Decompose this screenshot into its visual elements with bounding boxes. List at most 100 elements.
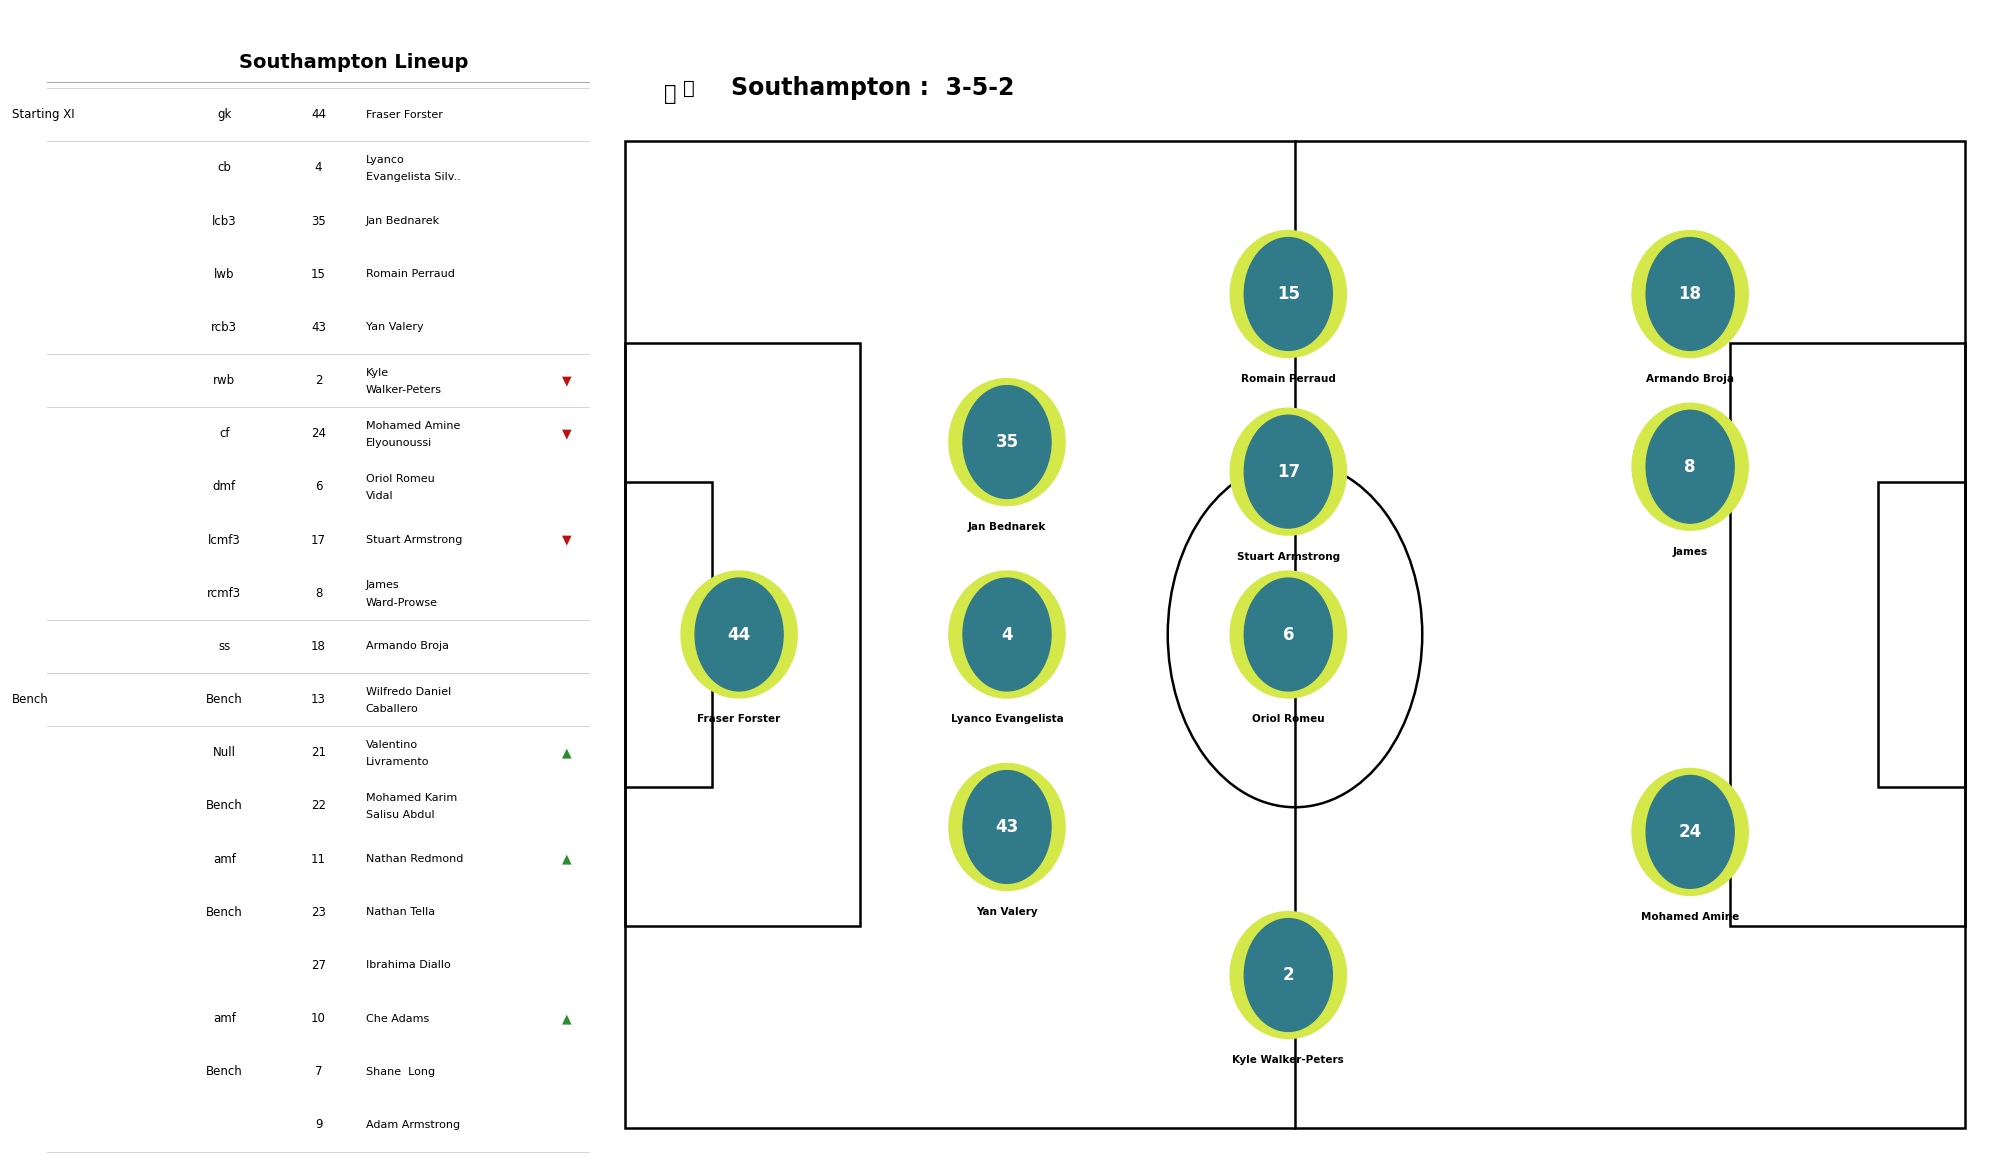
Text: 22: 22	[312, 799, 326, 812]
Text: rcmf3: rcmf3	[208, 586, 242, 599]
Text: 43: 43	[996, 818, 1018, 835]
Ellipse shape	[1632, 230, 1748, 357]
Text: Armando Broja: Armando Broja	[1646, 374, 1734, 384]
Text: Starting XI: Starting XI	[12, 108, 74, 121]
Ellipse shape	[1230, 408, 1346, 535]
Text: Evangelista Silv..: Evangelista Silv..	[366, 173, 460, 182]
Text: Adam Armstrong: Adam Armstrong	[366, 1120, 460, 1130]
Bar	[626, 482, 712, 787]
Text: Kyle: Kyle	[366, 368, 388, 377]
Ellipse shape	[1244, 578, 1332, 691]
Text: cf: cf	[218, 428, 230, 441]
Ellipse shape	[1230, 230, 1346, 357]
Text: 13: 13	[312, 693, 326, 706]
Text: Vidal: Vidal	[366, 491, 394, 502]
Text: Southampton :  3-5-2: Southampton : 3-5-2	[732, 76, 1014, 100]
Text: 2: 2	[1282, 966, 1294, 983]
Text: Yan Valery: Yan Valery	[366, 322, 424, 333]
Ellipse shape	[948, 571, 1066, 698]
Text: 17: 17	[1276, 463, 1300, 481]
Text: Romain Perraud: Romain Perraud	[366, 269, 454, 280]
Text: Southampton Lineup: Southampton Lineup	[240, 53, 468, 72]
Text: Wilfredo Daniel: Wilfredo Daniel	[366, 686, 452, 697]
Text: Stuart Armstrong: Stuart Armstrong	[366, 535, 462, 545]
Ellipse shape	[1646, 776, 1734, 888]
Text: Salisu Abdul: Salisu Abdul	[366, 811, 434, 820]
Bar	[1878, 482, 1964, 787]
Text: Lyanco Evangelista: Lyanco Evangelista	[950, 714, 1064, 725]
Text: Bench: Bench	[206, 693, 242, 706]
Ellipse shape	[1646, 237, 1734, 350]
Text: 9: 9	[314, 1119, 322, 1132]
Text: 24: 24	[1678, 822, 1702, 841]
Text: lwb: lwb	[214, 268, 234, 281]
Text: Fraser Forster: Fraser Forster	[366, 109, 442, 120]
Text: Armando Broja: Armando Broja	[366, 642, 448, 651]
Ellipse shape	[682, 571, 798, 698]
Text: Jan Bednarek: Jan Bednarek	[366, 216, 440, 226]
Text: 15: 15	[1276, 286, 1300, 303]
Text: 18: 18	[312, 640, 326, 653]
Text: Mohamed Amine: Mohamed Amine	[1642, 912, 1740, 922]
Text: 44: 44	[312, 108, 326, 121]
Text: ▼: ▼	[562, 533, 572, 546]
Text: 10: 10	[312, 1012, 326, 1025]
Text: ss: ss	[218, 640, 230, 653]
Text: ▼: ▼	[562, 428, 572, 441]
Ellipse shape	[1230, 571, 1346, 698]
Text: rwb: rwb	[214, 374, 236, 387]
Text: Null: Null	[212, 746, 236, 759]
Text: 43: 43	[312, 321, 326, 334]
Text: 4: 4	[314, 161, 322, 174]
Ellipse shape	[1244, 415, 1332, 528]
Text: 21: 21	[312, 746, 326, 759]
Text: Oriol Romeu: Oriol Romeu	[1252, 714, 1324, 725]
Text: Bench: Bench	[206, 799, 242, 812]
Text: Bench: Bench	[206, 906, 242, 919]
Text: Valentino: Valentino	[366, 740, 418, 750]
Ellipse shape	[948, 764, 1066, 891]
Text: 11: 11	[312, 853, 326, 866]
Text: Walker-Peters: Walker-Peters	[366, 385, 442, 395]
Ellipse shape	[964, 578, 1050, 691]
Text: Livramento: Livramento	[366, 758, 430, 767]
Text: 8: 8	[1684, 458, 1696, 476]
Text: 8: 8	[314, 586, 322, 599]
Text: James: James	[366, 580, 400, 590]
Text: 44: 44	[728, 625, 750, 644]
Text: Kyle Walker-Peters: Kyle Walker-Peters	[1232, 1055, 1344, 1065]
Ellipse shape	[1244, 919, 1332, 1032]
Text: Mohamed Karim: Mohamed Karim	[366, 793, 458, 803]
Text: Ward-Prowse: Ward-Prowse	[366, 598, 438, 607]
Ellipse shape	[964, 385, 1050, 498]
Text: Oriol Romeu: Oriol Romeu	[366, 474, 434, 484]
Text: ▲: ▲	[562, 746, 572, 759]
Text: amf: amf	[212, 1012, 236, 1025]
Text: 6: 6	[1282, 625, 1294, 644]
Text: 27: 27	[312, 959, 326, 972]
Text: Lyanco: Lyanco	[366, 155, 404, 164]
Ellipse shape	[1632, 768, 1748, 895]
Text: ▼: ▼	[562, 374, 572, 387]
Text: 4: 4	[1002, 625, 1012, 644]
Ellipse shape	[1646, 410, 1734, 523]
Text: rcb3: rcb3	[212, 321, 238, 334]
Text: Nathan Redmond: Nathan Redmond	[366, 854, 464, 864]
Text: 15: 15	[312, 268, 326, 281]
Ellipse shape	[1632, 403, 1748, 530]
Text: ▲: ▲	[562, 853, 572, 866]
Text: amf: amf	[212, 853, 236, 866]
Text: Romain Perraud: Romain Perraud	[1240, 374, 1336, 384]
Text: Caballero: Caballero	[366, 704, 418, 714]
Ellipse shape	[948, 378, 1066, 505]
Text: lcb3: lcb3	[212, 215, 236, 228]
Bar	[626, 141, 1964, 1128]
Text: 18: 18	[1678, 286, 1702, 303]
Text: 23: 23	[312, 906, 326, 919]
Text: 35: 35	[996, 434, 1018, 451]
Text: 17: 17	[312, 533, 326, 546]
Text: James: James	[1672, 546, 1708, 557]
Text: Ibrahima Diallo: Ibrahima Diallo	[366, 960, 450, 971]
Text: cb: cb	[218, 161, 232, 174]
Bar	[1730, 343, 1964, 926]
